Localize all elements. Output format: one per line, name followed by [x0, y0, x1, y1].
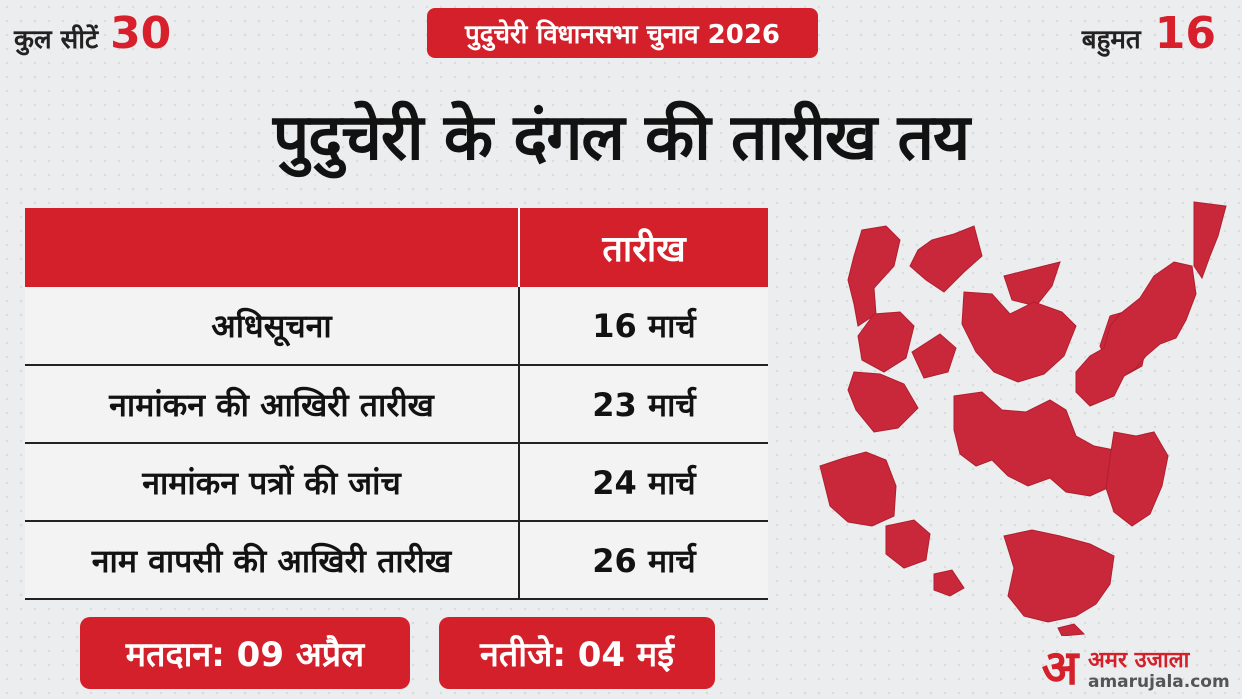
- map-region: [933, 569, 965, 597]
- majority-label: बहुमत: [1081, 25, 1141, 55]
- table-header-row: तारीख: [25, 208, 768, 287]
- map-region: [847, 225, 901, 327]
- map-region: [1105, 431, 1169, 527]
- table-header-blank: [25, 208, 519, 287]
- event-cell: नामांकन पत्रों की जांच: [25, 443, 519, 522]
- map-region: [961, 291, 1077, 383]
- event-cell: नामांकन की आखिरी तारीख: [25, 365, 519, 444]
- majority-value: 16: [1154, 8, 1216, 59]
- map-region: [857, 311, 915, 373]
- table-row: नामांकन पत्रों की जांच 24 मार्च: [25, 443, 768, 522]
- table-row: अधिसूचना 16 मार्च: [25, 287, 768, 366]
- puducherry-map: [819, 201, 1227, 636]
- logo-url: amarujala.com: [1088, 672, 1230, 692]
- table-row: नामांकन की आखिरी तारीख 23 मार्च: [25, 365, 768, 444]
- total-seats: कुल सीटें 30: [14, 8, 171, 59]
- map-region: [819, 451, 897, 527]
- date-cell: 16 मार्च: [518, 287, 768, 366]
- election-badge: पुदुचेरी विधानसभा चुनाव 2026: [427, 8, 818, 58]
- table-row: नाम वापसी की आखिरी तारीख 26 मार्च: [25, 521, 768, 600]
- map-region: [909, 225, 983, 293]
- map-region: [1075, 261, 1197, 407]
- date-cell: 23 मार्च: [518, 365, 768, 444]
- date-column-header: तारीख: [518, 208, 768, 287]
- schedule-table: तारीख अधिसूचना 16 मार्च नामांकन की आखिरी…: [25, 208, 768, 600]
- event-cell: अधिसूचना: [25, 287, 519, 366]
- map-region: [911, 333, 957, 379]
- map-region: [1003, 261, 1061, 307]
- polling-date-pill: मतदान: 09 अप्रैल: [80, 617, 410, 689]
- event-cell: नाम वापसी की आखिरी तारीख: [25, 521, 519, 600]
- map-region: [1057, 623, 1086, 636]
- map-region: [953, 391, 1127, 497]
- map-region: [1003, 529, 1115, 623]
- majority: बहुमत 16: [1082, 8, 1216, 59]
- total-seats-label: कुल सीटें: [14, 25, 99, 55]
- total-seats-value: 30: [110, 8, 172, 59]
- map-region: [1193, 201, 1227, 280]
- logo-mark-icon: अ: [1041, 640, 1079, 696]
- map-region: [885, 519, 931, 569]
- headline: पुदुचेरी के दंगल की तारीख तय: [272, 101, 970, 175]
- map-region: [847, 371, 919, 433]
- date-cell: 26 मार्च: [518, 521, 768, 600]
- logo-name: अमर उजाला: [1088, 648, 1190, 673]
- amar-ujala-logo: अ अमर उजाला amarujala.com: [1034, 642, 1236, 696]
- results-date-pill: नतीजे: 04 मई: [439, 617, 715, 689]
- date-cell: 24 मार्च: [518, 443, 768, 522]
